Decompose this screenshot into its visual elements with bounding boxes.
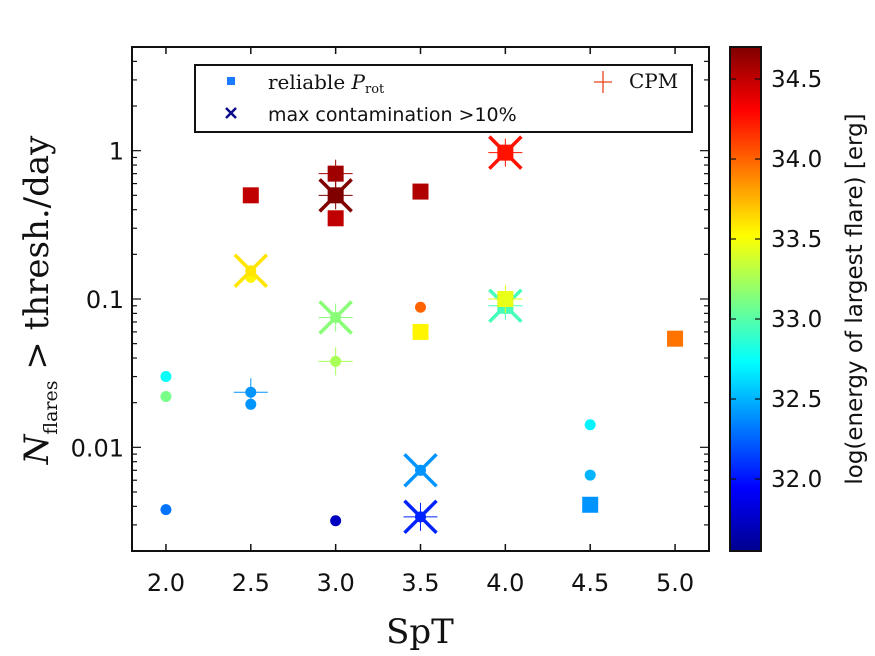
legend-cpm-marker [594,71,612,93]
data-point [488,135,523,170]
data-point [403,453,438,488]
data-markers [160,135,684,535]
legend-box [194,64,693,133]
y-tick-label: 0.01 [71,434,124,462]
data-point [242,187,259,204]
data-point [160,504,172,516]
data-point [160,371,172,383]
x-tick-label: 3.5 [401,569,439,597]
point-square [242,187,259,204]
point-square [327,210,344,227]
y-axis-ticks: 0.01 0.1 1 [71,46,709,552]
point-circle [415,301,426,313]
colorbar-label: log(energy of largest flare) [erg] [842,113,868,484]
data-point [233,378,268,407]
point-circle [584,419,596,431]
point-circle [584,469,596,481]
x-axis-label: SpT [386,612,454,652]
point-circle [160,391,172,403]
point-circle [330,515,342,527]
x-tick-label: 5.0 [656,569,694,597]
colorbar-tick-label: 33.5 [771,227,822,253]
point-circle [160,371,172,383]
data-point [318,178,353,213]
data-point [330,515,342,527]
data-point [584,419,596,431]
colorbar-tick-label: 32.5 [771,387,822,413]
x-tick-label: 2.5 [232,569,270,597]
x-tick-label: 2.0 [147,569,185,597]
contamination-cross [403,453,438,488]
y-tick-label: 1 [109,138,124,166]
data-point [412,323,429,340]
point-square [412,183,429,200]
colorbar-tick-label: 33.0 [771,307,822,333]
y-tick-label: 0.1 [86,286,124,314]
data-point [412,183,429,200]
data-point [318,347,353,376]
data-point [582,496,599,513]
colorbar-ticks: 32.0 32.5 33.0 33.5 34.0 34.5 [730,67,822,493]
colorbar-tick-label: 34.5 [771,67,822,93]
y-axis-label: Nflares > thresh./day [17,135,62,466]
point-square [412,323,429,340]
colorbar [729,46,762,552]
data-point [488,285,523,313]
colorbar-tick-label: 34.0 [771,147,822,173]
point-square [582,496,599,513]
x-tick-label: 3.0 [317,569,355,597]
point-square [667,330,684,347]
data-point [160,391,172,403]
data-point [318,159,353,188]
contamination-cross [233,253,269,289]
data-point [327,210,344,227]
legend-contamination-label: max contamination >10% [268,104,517,126]
legend-reliable-marker [227,77,235,85]
colorbar-tick-label: 32.0 [771,467,822,493]
x-tick-label: 4.0 [486,569,524,597]
legend-reliable-label: reliable Prot [268,70,385,97]
data-point [233,253,269,289]
data-point [318,300,353,335]
legend-cpm-label: CPM [629,69,678,93]
x-axis-ticks: 2.0 2.5 3.0 3.5 4.0 4.5 5.0 [147,47,694,597]
data-point [584,469,596,481]
data-point [667,330,684,347]
point-circle [160,504,172,516]
data-point [415,301,426,313]
legend: reliable Prot max contamination >10% CPM [194,64,693,133]
data-point [403,499,438,535]
legend-contamination-marker [225,107,237,119]
x-tick-label: 4.5 [571,569,609,597]
